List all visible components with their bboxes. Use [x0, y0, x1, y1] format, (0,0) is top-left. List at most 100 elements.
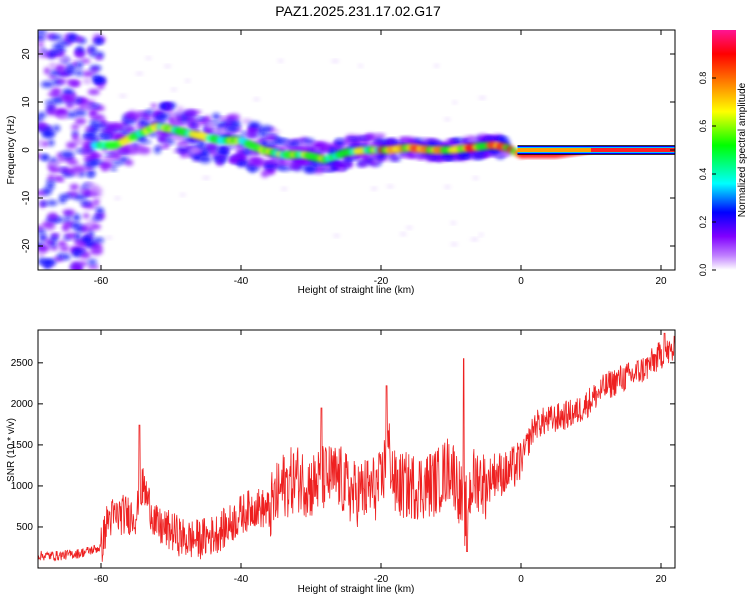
heatmap-cell: [118, 94, 127, 98]
heatmap-cell: [173, 149, 186, 153]
heatmap-cell: [450, 221, 457, 225]
heatmap-cell: [245, 131, 258, 139]
heatmap-cell: [338, 168, 345, 172]
heatmap-cell: [98, 163, 112, 167]
heatmap-cell: [164, 64, 172, 68]
heatmap-cell: [208, 149, 218, 155]
colorbar-tick-label: 0.8: [698, 72, 708, 85]
heatmap-cell: [38, 34, 46, 41]
heatmap-cell: [209, 123, 215, 127]
heatmap-cell: [357, 161, 369, 167]
heatmap-cell: [260, 170, 269, 178]
heatmap-cell: [140, 114, 149, 119]
heatmap-cell: [153, 145, 162, 154]
heatmap-cell: [80, 150, 91, 155]
heatmap-cell: [76, 61, 83, 69]
heatmap-cell: [440, 156, 453, 160]
heatmap-cell: [296, 142, 309, 147]
heatmap-cell: [73, 110, 87, 117]
heatmap-cell: [64, 96, 77, 103]
heatmap-cell: [415, 155, 425, 160]
spectrogram-y-tick-label: 10: [21, 96, 32, 108]
heatmap-cell: [444, 185, 451, 189]
heatmap-cell: [75, 70, 83, 77]
heatmap-cell: [334, 138, 345, 146]
heatmap-cell: [82, 78, 93, 84]
heatmap-cell: [38, 142, 43, 148]
snr-x-tick-label: -40: [234, 574, 249, 585]
heatmap-cell: [145, 56, 152, 60]
heatmap-cell: [358, 64, 363, 68]
heatmap-cell: [406, 226, 413, 230]
spectrogram-y-label: Frequency (Hz): [6, 116, 17, 185]
snr-y-axis: 500 1000 1500 2000 2500: [11, 358, 675, 533]
heatmap-cell: [277, 59, 284, 63]
heatmap-cell: [122, 118, 137, 125]
heatmap-cell: [187, 147, 198, 155]
heatmap-cell: [84, 126, 95, 132]
spectrogram-y-tick-label: 20: [21, 48, 32, 60]
heatmap-cell: [372, 141, 385, 147]
spectrogram-panel: -60 -40 -20 0 20 -20 -10 0 10 20 Height of strai…: [6, 29, 676, 296]
heatmap-cell: [92, 237, 105, 243]
heatmap-band-core: [591, 148, 675, 152]
snr-y-tick-label: 1000: [11, 481, 34, 492]
heatmap-cell: [58, 56, 71, 63]
heatmap-cell: [102, 157, 115, 161]
heatmap-cell: [38, 234, 48, 242]
heatmap-cell: [331, 59, 340, 63]
heatmap-cell: [84, 182, 95, 188]
heatmap-cell: [77, 261, 88, 267]
heatmap-cell: [169, 134, 184, 141]
heatmap-cell: [170, 88, 177, 92]
spectrogram-y-axis: -20 -10 0 10 20: [21, 48, 675, 253]
heatmap-cell: [163, 142, 170, 148]
heatmap-cell: [82, 190, 92, 196]
heatmap-cell: [205, 143, 218, 151]
heatmap-cell: [45, 179, 56, 184]
heatmap-cell: [57, 157, 65, 162]
heatmap-cell: [497, 135, 507, 143]
heatmap-cell: [242, 146, 252, 153]
heatmap-cell: [38, 190, 47, 196]
spectrogram-x-tick-label: -40: [234, 276, 249, 287]
heatmap-cell: [86, 173, 95, 178]
snr-x-tick-label: -20: [374, 574, 389, 585]
heatmap-cell: [38, 225, 44, 231]
heatmap-cell: [87, 259, 98, 265]
heatmap-cell: [40, 201, 49, 206]
heatmap-cell: [39, 259, 54, 266]
heatmap-cell: [79, 200, 91, 206]
heatmap-cell: [51, 87, 62, 95]
heatmap-cell: [45, 182, 55, 190]
heatmap-cell: [72, 213, 81, 222]
heatmap-cell: [233, 143, 244, 149]
heatmap-cell: [364, 133, 376, 142]
snr-frame: [37, 329, 676, 569]
heatmap-cell: [291, 147, 304, 152]
heatmap-cell: [461, 155, 471, 159]
heatmap-cell: [415, 139, 424, 145]
snr-panel: -60 -40 -20 0 20 500 1000 1500 2000 2500 Height …: [6, 329, 676, 595]
heatmap-cell: [386, 184, 394, 188]
heatmap-cell: [428, 156, 437, 160]
heatmap-cell: [60, 150, 75, 159]
heatmap-cell: [92, 202, 99, 208]
heatmap-cell: [179, 144, 188, 148]
heatmap-cell: [82, 103, 93, 109]
heatmap-cell: [146, 132, 159, 137]
heatmap-cell: [281, 187, 288, 191]
heatmap-cell: [38, 153, 42, 160]
heatmap-cell: [157, 113, 170, 120]
heatmap-cell: [194, 117, 206, 121]
heatmap-cell: [93, 160, 104, 164]
heatmap-cell: [74, 50, 86, 59]
heatmap-cell: [435, 154, 444, 162]
heatmap-cell: [49, 62, 56, 70]
heatmap-cell: [321, 144, 333, 150]
heatmap-cell: [66, 80, 74, 85]
chart-title: PAZ1.2025.231.17.02.G17: [275, 3, 441, 19]
heatmap-cell: [197, 140, 206, 149]
heatmap-cell: [90, 187, 104, 194]
